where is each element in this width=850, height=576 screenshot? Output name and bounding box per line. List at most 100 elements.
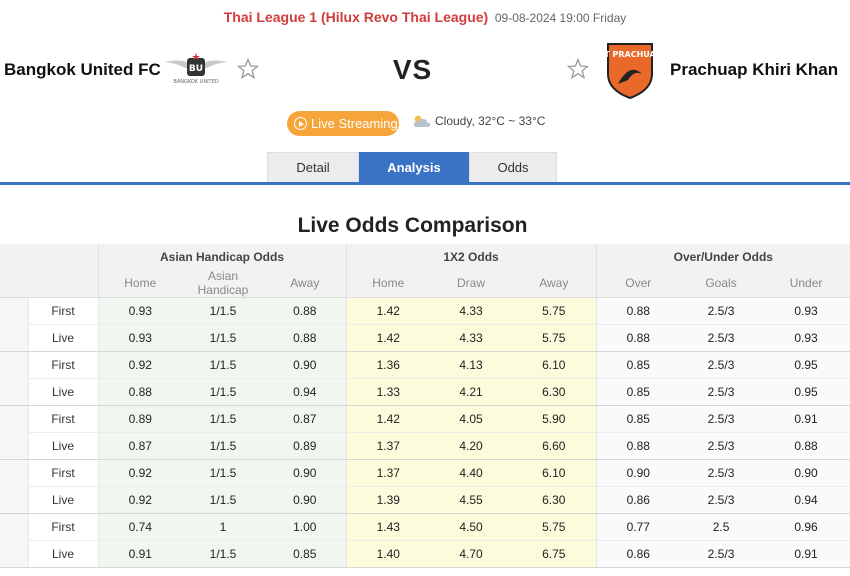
ah-line-cell[interactable]: 1/1.5 [182,378,264,406]
ou-goals-cell[interactable]: 2.5/3 [680,486,763,514]
ah-away-cell[interactable]: 0.94 [264,378,347,406]
x12-draw-cell[interactable]: 4.55 [430,486,513,514]
ou-goals-cell[interactable]: 2.5/3 [680,324,763,352]
ou-under-cell[interactable]: 0.95 [762,351,850,379]
x12-home-cell[interactable]: 1.33 [345,378,431,406]
ah-home-cell[interactable]: 0.88 [97,378,182,406]
odds-row[interactable]: First 0.93 1/1.5 0.88 1.42 4.33 5.75 0.88 2.5/3 0… [0,297,850,325]
ah-away-cell[interactable]: 0.90 [264,459,347,487]
ou-under-cell[interactable]: 0.91 [762,405,850,433]
ah-away-cell[interactable]: 0.87 [264,405,347,433]
ou-over-cell[interactable]: 0.86 [595,486,681,514]
ou-over-cell[interactable]: 0.85 [595,351,681,379]
x12-away-cell[interactable]: 6.30 [512,378,597,406]
ah-away-cell[interactable]: 1.00 [264,513,347,541]
x12-home-cell[interactable]: 1.43 [345,513,431,541]
ou-over-cell[interactable]: 0.88 [595,297,681,325]
x12-away-cell[interactable]: 5.75 [512,513,597,541]
ah-home-cell[interactable]: 0.74 [97,513,182,541]
ou-goals-cell[interactable]: 2.5/3 [680,351,763,379]
odds-row[interactable]: Live 0.87 1/1.5 0.89 1.37 4.20 6.60 0.88 2.5/3 0.… [0,432,850,460]
ou-over-cell[interactable]: 0.77 [595,513,681,541]
x12-away-cell[interactable]: 6.30 [512,486,597,514]
x12-away-cell[interactable]: 5.75 [512,324,597,352]
ou-over-cell[interactable]: 0.86 [595,540,681,568]
ah-home-cell[interactable]: 0.93 [97,297,182,325]
x12-draw-cell[interactable]: 4.33 [430,297,513,325]
ou-goals-cell[interactable]: 2.5/3 [680,540,763,568]
ah-home-cell[interactable]: 0.93 [97,324,182,352]
x12-draw-cell[interactable]: 4.21 [430,378,513,406]
ah-away-cell[interactable]: 0.90 [264,486,347,514]
x12-home-cell[interactable]: 1.42 [345,405,431,433]
ou-under-cell[interactable]: 0.94 [762,486,850,514]
ah-home-cell[interactable]: 0.92 [97,351,182,379]
live-streaming-button[interactable]: Live Streaming [287,111,399,136]
odds-row[interactable]: First 0.89 1/1.5 0.87 1.42 4.05 5.90 0.85 2.5/3 0… [0,405,850,433]
ou-under-cell[interactable]: 0.95 [762,378,850,406]
tab-analysis[interactable]: Analysis [359,152,469,183]
ah-line-cell[interactable]: 1/1.5 [182,486,264,514]
odds-row[interactable]: Live 0.93 1/1.5 0.88 1.42 4.33 5.75 0.88 2.5/3 0.… [0,324,850,352]
ah-line-cell[interactable]: 1/1.5 [182,297,264,325]
ah-home-cell[interactable]: 0.92 [97,486,182,514]
ah-home-cell[interactable]: 0.91 [97,540,182,568]
odds-row[interactable]: First 0.92 1/1.5 0.90 1.37 4.40 6.10 0.90 2.5/3 0… [0,459,850,487]
x12-home-cell[interactable]: 1.37 [345,432,431,460]
tab-detail[interactable]: Detail [267,152,359,183]
ou-goals-cell[interactable]: 2.5/3 [680,297,763,325]
ah-line-cell[interactable]: 1/1.5 [182,405,264,433]
ah-home-cell[interactable]: 0.89 [97,405,182,433]
x12-away-cell[interactable]: 6.10 [512,351,597,379]
ou-goals-cell[interactable]: 2.5/3 [680,378,763,406]
home-team-name[interactable]: Bangkok United FC [4,60,161,79]
x12-away-cell[interactable]: 5.75 [512,297,597,325]
ou-over-cell[interactable]: 0.90 [595,459,681,487]
ou-goals-cell[interactable]: 2.5/3 [680,459,763,487]
ah-home-cell[interactable]: 0.87 [97,432,182,460]
x12-away-cell[interactable]: 6.60 [512,432,597,460]
ah-away-cell[interactable]: 0.88 [264,297,347,325]
ou-over-cell[interactable]: 0.88 [595,324,681,352]
ou-under-cell[interactable]: 0.90 [762,459,850,487]
x12-draw-cell[interactable]: 4.05 [430,405,513,433]
x12-home-cell[interactable]: 1.42 [345,324,431,352]
ah-line-cell[interactable]: 1/1.5 [182,351,264,379]
x12-draw-cell[interactable]: 4.20 [430,432,513,460]
ou-goals-cell[interactable]: 2.5/3 [680,405,763,433]
ou-goals-cell[interactable]: 2.5/3 [680,432,763,460]
ou-over-cell[interactable]: 0.88 [595,432,681,460]
x12-home-cell[interactable]: 1.36 [345,351,431,379]
home-team-logo[interactable]: BU BANGKOK UNITED [163,50,229,86]
ah-line-cell[interactable]: 1/1.5 [182,324,264,352]
x12-home-cell[interactable]: 1.42 [345,297,431,325]
x12-home-cell[interactable]: 1.39 [345,486,431,514]
favorite-star-icon-home[interactable] [236,57,260,81]
ou-under-cell[interactable]: 0.93 [762,297,850,325]
tab-odds[interactable]: Odds [469,152,557,183]
x12-away-cell[interactable]: 6.75 [512,540,597,568]
odds-row[interactable]: Live 0.91 1/1.5 0.85 1.40 4.70 6.75 0.86 2.5/3 0.… [0,540,850,568]
x12-home-cell[interactable]: 1.40 [345,540,431,568]
ou-over-cell[interactable]: 0.85 [595,378,681,406]
x12-draw-cell[interactable]: 4.50 [430,513,513,541]
ah-line-cell[interactable]: 1/1.5 [182,459,264,487]
odds-row[interactable]: First 0.92 1/1.5 0.90 1.36 4.13 6.10 0.85 2.5/3 0… [0,351,850,379]
ah-line-cell[interactable]: 1/1.5 [182,540,264,568]
odds-row[interactable]: Live 0.92 1/1.5 0.90 1.39 4.55 6.30 0.86 2.5/3 0.… [0,486,850,514]
ah-home-cell[interactable]: 0.92 [97,459,182,487]
x12-away-cell[interactable]: 6.10 [512,459,597,487]
ou-under-cell[interactable]: 0.93 [762,324,850,352]
x12-draw-cell[interactable]: 4.33 [430,324,513,352]
ah-away-cell[interactable]: 0.88 [264,324,347,352]
league-name[interactable]: Thai League 1 (Hilux Revo Thai League) [223,9,489,25]
ou-over-cell[interactable]: 0.85 [595,405,681,433]
x12-draw-cell[interactable]: 4.40 [430,459,513,487]
ah-away-cell[interactable]: 0.90 [264,351,347,379]
odds-row[interactable]: First 0.74 1 1.00 1.43 4.50 5.75 0.77 2.5 0.96 [0,513,850,541]
ou-goals-cell[interactable]: 2.5 [680,513,763,541]
ou-under-cell[interactable]: 0.96 [762,513,850,541]
x12-away-cell[interactable]: 5.90 [512,405,597,433]
odds-row[interactable]: Live 0.88 1/1.5 0.94 1.33 4.21 6.30 0.85 2.5/3 0.… [0,378,850,406]
